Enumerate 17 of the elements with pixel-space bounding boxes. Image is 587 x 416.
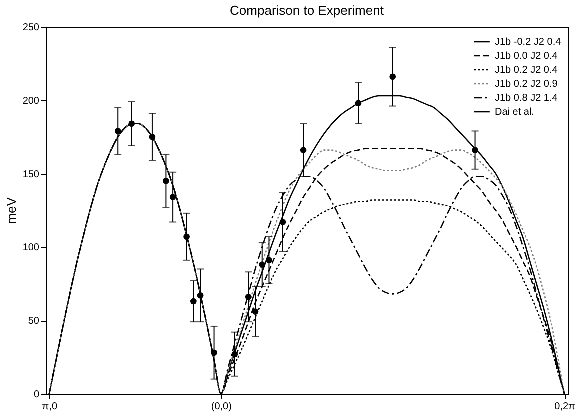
y-tick-label: 0 — [34, 390, 40, 400]
x-tick-label: (0,0) — [211, 402, 232, 412]
x-tick-label: π,0 — [42, 402, 58, 412]
y-tick-label: 100 — [22, 242, 40, 254]
y-tick-label: 250 — [22, 22, 40, 34]
y-tick-label: 200 — [22, 96, 40, 107]
legend-label: Dai et al. — [495, 107, 534, 118]
legend-label: J1b -0.2 J2 0.4 — [495, 37, 562, 48]
y-axis-title: meV — [4, 197, 19, 224]
y-tick-label: 50 — [28, 316, 40, 328]
y-tick-label: 150 — [22, 169, 40, 180]
x-tick-label: 0,2π — [554, 402, 576, 412]
legend-label: J1b 0.8 J2 1.4 — [495, 93, 558, 104]
chart-title: Comparison to Experiment — [230, 3, 384, 18]
legend-label: J1b 0.2 J2 0.9 — [495, 79, 558, 90]
legend-label: J1b 0.2 J2 0.4 — [495, 65, 558, 76]
legend-label: J1b 0.0 J2 0.4 — [495, 51, 558, 62]
